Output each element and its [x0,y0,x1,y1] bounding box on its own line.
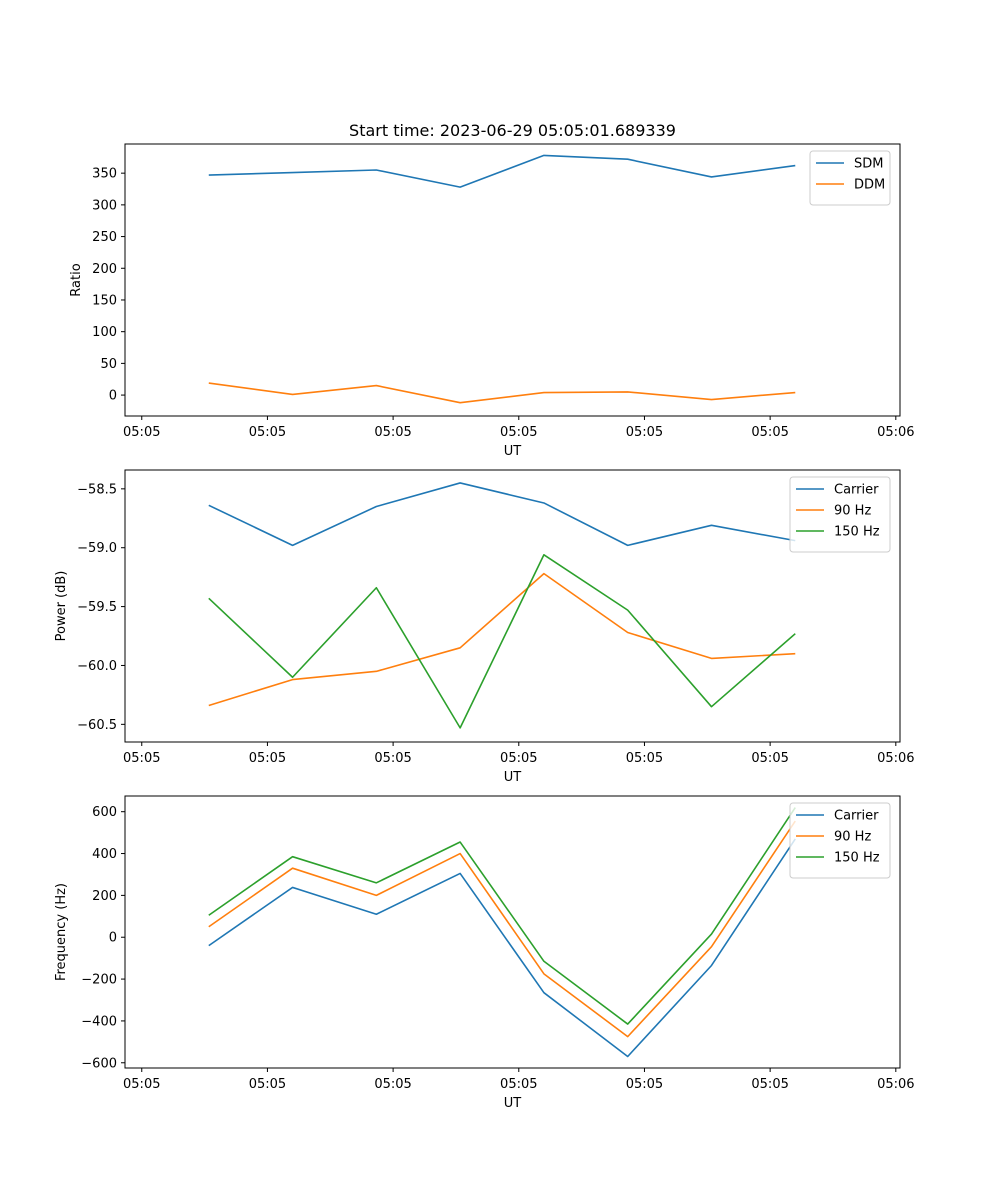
y-axis-label: Frequency (Hz) [54,883,69,981]
y-tick-label: 200 [92,262,117,277]
legend: Carrier 90 Hz 150 Hz [789,802,891,879]
x-tick-label: 05:05 [751,1077,788,1092]
y-tick-label: 400 [92,847,117,862]
axes-frame [124,143,901,417]
series-line-150-hz [208,553,796,729]
legend-label: 150 Hz [834,525,880,540]
figure-title: Start time: 2023-06-29 05:05:01.689339 [349,121,676,140]
legend-label: 90 Hz [834,504,871,519]
x-axis-label: UT [504,1096,522,1111]
y-tick-label: 0 [109,931,117,946]
legend-box [789,476,891,553]
legend-label: Carrier [834,809,879,824]
legend-box [809,150,891,206]
x-tick-label: 05:05 [123,751,160,766]
x-tick-label: 05:05 [626,425,663,440]
legend: SDM DDM [809,150,891,206]
legend-label: 150 Hz [834,851,880,866]
legend-label: DDM [854,178,885,193]
series-line-ddm [208,382,796,404]
axes-frame [124,469,901,743]
chart-ratio: 05:05 05:05 05:05 05:05 05:05 05:05 05:06 0 50 10… [69,143,915,459]
series-line-150-hz [208,807,796,1025]
series-line-carrier [208,482,796,547]
y-tick-label: 0 [109,389,117,404]
y-tick-label: 350 [92,167,117,182]
x-axis-label: UT [504,770,522,785]
x-tick-label: 05:05 [500,425,537,440]
series-line-carrier [208,838,796,1058]
x-tick-label: 05:05 [626,1077,663,1092]
x-tick-label: 05:06 [877,425,914,440]
y-axis-label: Power (dB) [54,571,69,642]
y-tick-label: 100 [92,325,117,340]
legend-label: SDM [854,157,883,172]
x-tick-label: 05:05 [374,1077,411,1092]
y-tick-label: −200 [81,973,117,988]
x-tick-label: 05:05 [123,1077,160,1092]
x-axis-label: UT [504,444,522,459]
x-tick-label: 05:06 [877,751,914,766]
x-tick-label: 05:05 [626,751,663,766]
y-tick-label: 200 [92,889,117,904]
legend: Carrier 90 Hz 150 Hz [789,476,891,553]
y-tick-label: 600 [92,805,117,820]
legend-label: 90 Hz [834,830,871,845]
legend-box [789,802,891,879]
x-tick-label: 05:05 [249,751,286,766]
x-tick-label: 05:05 [374,425,411,440]
x-tick-label: 05:06 [877,1077,914,1092]
y-tick-label: −60.5 [77,718,117,733]
y-tick-label: −59.0 [77,541,117,556]
y-tick-label: 250 [92,230,117,245]
y-tick-label: −58.5 [77,482,117,497]
chart-frequency: 05:05 05:05 05:05 05:05 05:05 05:05 05:06 −600 −… [54,795,915,1111]
legend-label: Carrier [834,483,879,498]
x-tick-label: 05:05 [123,425,160,440]
x-tick-label: 05:05 [751,425,788,440]
chart-panels: 05:05 05:05 05:05 05:05 05:05 05:05 05:06 0 50 10… [54,143,915,1111]
x-tick-label: 05:05 [500,751,537,766]
series-line-sdm [208,154,796,188]
y-tick-label: 300 [92,198,117,213]
x-tick-label: 05:05 [249,1077,286,1092]
series-line-90-hz [208,820,796,1038]
y-tick-label: −600 [81,1056,117,1071]
x-tick-label: 05:05 [500,1077,537,1092]
y-tick-label: 150 [92,293,117,308]
chart-power: 05:05 05:05 05:05 05:05 05:05 05:05 05:06 −58.5… [54,469,915,785]
x-tick-label: 05:05 [751,751,788,766]
series-line-90-hz [208,572,796,707]
y-axis-label: Ratio [69,263,84,296]
y-tick-label: 50 [100,357,117,372]
x-tick-label: 05:05 [249,425,286,440]
y-tick-label: −60.0 [77,659,117,674]
y-tick-label: −400 [81,1014,117,1029]
y-tick-label: −59.5 [77,600,117,615]
x-tick-label: 05:05 [374,751,411,766]
axes-frame [124,795,901,1069]
